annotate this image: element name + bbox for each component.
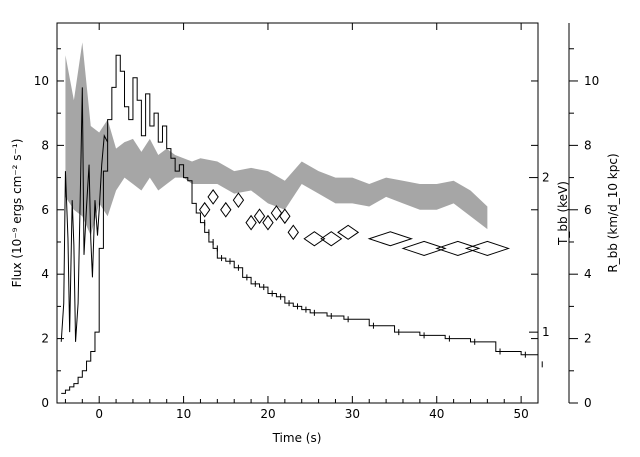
- radius-band: [65, 42, 488, 236]
- temperature-diamond: [287, 224, 299, 241]
- temperature-diamond: [401, 240, 447, 256]
- r-bb-tick-label: 0: [584, 396, 592, 410]
- t-bb-tick-label: 2: [542, 171, 550, 185]
- temperature-diamond: [337, 224, 360, 240]
- r-bb-tick-label: 8: [584, 138, 592, 152]
- flux-early-curve: [60, 87, 109, 342]
- t-bb-tick-label: 1: [542, 325, 550, 339]
- x-axis-ticks: 0 10 20 30 40 50: [64, 23, 539, 421]
- temperature-diamond: [232, 192, 245, 208]
- y-tick-label: 0: [41, 396, 49, 410]
- flux-layer: [60, 54, 543, 394]
- right-axis-t-bb-ticks: 12: [529, 171, 550, 339]
- temperature-diamond: [367, 231, 414, 247]
- y-tick-label: 4: [41, 267, 49, 281]
- temperature-diamond: [220, 201, 232, 218]
- flux-histogram: [61, 54, 539, 394]
- temperature-diamond: [198, 201, 211, 218]
- temperature-diamond: [320, 231, 343, 247]
- right-axis-r-bb-ticks: 0 2 4 6 8 10: [569, 48, 599, 410]
- plot-frame: [56, 22, 539, 404]
- x-tick-label: 20: [260, 407, 275, 421]
- temperature-diamond: [270, 205, 283, 221]
- y-axis-label-t-bb: T_bb (keV): [556, 181, 570, 246]
- r-bb-tick-label: 4: [584, 267, 592, 281]
- r-bb-tick-label: 6: [584, 203, 592, 217]
- y-tick-label: 6: [41, 203, 49, 217]
- temperature-diamond: [279, 208, 291, 225]
- temperature-diamond: [207, 189, 219, 205]
- y-axis-ticks: 0 2 4 6 8 10: [34, 48, 538, 410]
- temperature-diamond-layer: [198, 189, 511, 256]
- temperature-diamond: [262, 214, 274, 231]
- y-axis-label-r-bb: R_bb (km/d_10 kpc): [606, 153, 620, 272]
- temperature-diamond: [464, 240, 511, 256]
- r-bb-tick-label: 10: [584, 74, 599, 88]
- temperature-diamond: [303, 231, 326, 247]
- y-tick-label: 10: [34, 74, 49, 88]
- x-tick-label: 30: [345, 407, 360, 421]
- y-axis-label-left: Flux (10⁻⁹ ergs cm⁻² s⁻¹): [10, 139, 24, 288]
- radius-band-layer: [65, 42, 488, 236]
- y-tick-label: 8: [41, 138, 49, 152]
- x-axis-label: Time (s): [272, 431, 322, 445]
- r-bb-tick-label: 2: [584, 332, 592, 346]
- temperature-diamond: [435, 240, 481, 256]
- temperature-diamond: [253, 208, 266, 225]
- y-tick-label: 2: [41, 332, 49, 346]
- temperature-diamond: [245, 214, 257, 231]
- x-tick-label: 10: [176, 407, 191, 421]
- x-tick-label: 0: [95, 407, 103, 421]
- x-tick-label: 40: [429, 407, 444, 421]
- x-tick-label: 50: [513, 407, 528, 421]
